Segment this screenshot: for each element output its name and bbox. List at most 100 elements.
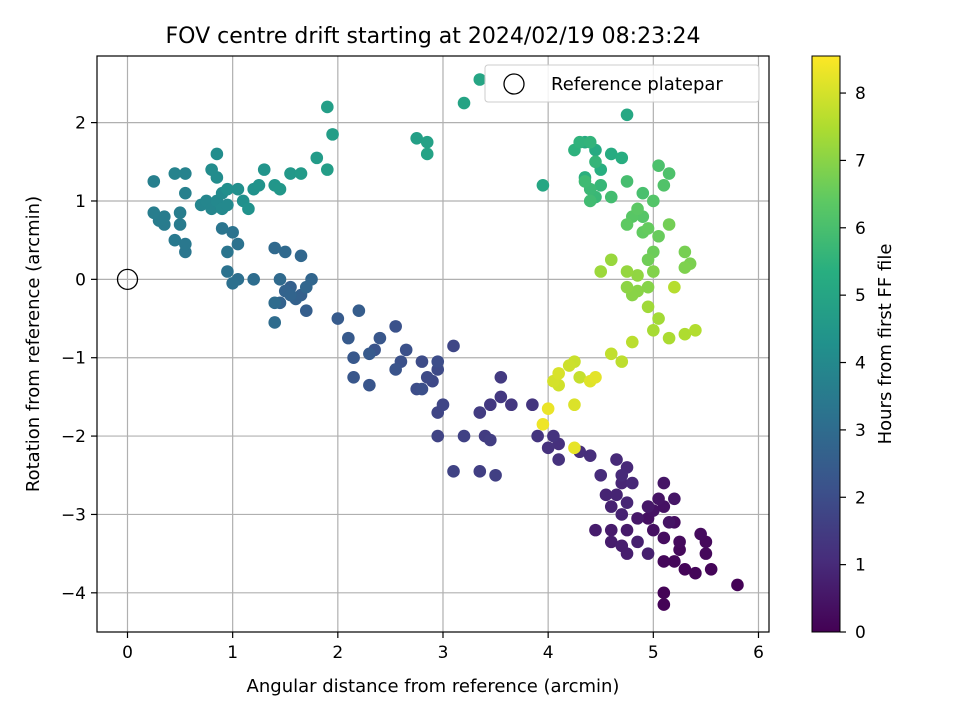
data-point xyxy=(363,378,376,392)
data-point xyxy=(226,276,239,290)
data-point xyxy=(505,398,518,412)
data-point xyxy=(410,131,423,145)
data-point xyxy=(568,398,581,412)
data-point xyxy=(689,566,702,580)
data-point xyxy=(652,229,665,243)
colorbar-label: Hours from first FF file xyxy=(875,244,896,445)
data-point xyxy=(647,265,660,278)
data-point xyxy=(604,253,618,267)
data-point xyxy=(657,586,671,600)
data-point xyxy=(420,147,434,161)
data-point xyxy=(168,233,182,247)
data-point xyxy=(347,371,360,384)
data-point xyxy=(447,465,460,478)
data-point xyxy=(678,261,692,274)
reference-marker-group xyxy=(116,268,139,290)
data-point xyxy=(431,429,445,443)
data-point xyxy=(662,218,676,231)
data-point xyxy=(284,288,297,302)
data-point xyxy=(615,151,629,165)
y-axis-label: Rotation from reference (arcmin) xyxy=(23,196,44,492)
data-point xyxy=(147,175,161,188)
data-point xyxy=(399,343,413,357)
data-point xyxy=(657,531,671,545)
colorbar-tick-label: 5 xyxy=(855,286,866,306)
data-point xyxy=(615,508,629,521)
data-point xyxy=(583,449,597,462)
data-point xyxy=(321,163,334,176)
colorbar: 0 1 2 3 4 5 6 7 8 Hours from first FF file xyxy=(811,55,896,643)
data-point xyxy=(625,476,639,490)
colorbar-gradient xyxy=(811,55,841,633)
data-point xyxy=(678,563,692,576)
data-point xyxy=(547,429,560,443)
data-point xyxy=(604,500,618,513)
data-point xyxy=(494,390,508,404)
data-point xyxy=(541,441,555,455)
data-point xyxy=(662,515,676,529)
y-tick-label: 0 xyxy=(75,270,86,290)
data-point xyxy=(342,331,355,345)
legend-marker-icon xyxy=(503,73,525,95)
data-point xyxy=(573,371,587,384)
data-point xyxy=(610,453,623,466)
data-point xyxy=(615,468,629,482)
data-point xyxy=(615,355,629,368)
data-point xyxy=(641,253,655,267)
data-point xyxy=(552,453,565,466)
data-point xyxy=(173,218,187,231)
data-point xyxy=(205,163,218,176)
data-point xyxy=(583,194,597,208)
data-point xyxy=(221,265,234,278)
data-point xyxy=(389,363,402,376)
y-tick-label: −2 xyxy=(61,427,86,447)
data-point xyxy=(599,488,613,502)
data-point xyxy=(631,202,644,216)
data-point xyxy=(589,155,602,169)
data-point xyxy=(668,492,681,506)
y-axis-ticks: −4 −3 −2 −1 0 1 2 xyxy=(61,114,97,604)
data-point xyxy=(604,147,618,161)
data-point xyxy=(331,312,345,325)
data-point xyxy=(573,135,587,149)
data-point xyxy=(620,547,634,560)
data-point xyxy=(373,331,387,345)
data-point xyxy=(647,523,660,537)
colorbar-tick-label: 1 xyxy=(855,556,866,576)
data-point xyxy=(252,179,266,192)
data-point xyxy=(473,465,487,478)
data-point xyxy=(326,128,339,141)
data-point xyxy=(662,167,676,180)
data-point xyxy=(268,241,282,255)
data-point xyxy=(420,371,434,384)
data-point xyxy=(594,468,608,482)
y-tick-label: 1 xyxy=(75,192,86,212)
data-point xyxy=(294,167,308,180)
data-point xyxy=(610,488,623,502)
data-point xyxy=(620,175,634,188)
data-point xyxy=(604,347,618,361)
data-point xyxy=(620,265,634,278)
data-point xyxy=(147,206,161,220)
data-point xyxy=(568,441,581,455)
data-point xyxy=(631,512,644,525)
data-point xyxy=(694,527,707,541)
data-point xyxy=(647,323,660,337)
data-point xyxy=(689,323,702,337)
data-point xyxy=(221,245,234,259)
data-point xyxy=(620,218,634,231)
data-point xyxy=(604,535,618,549)
data-point xyxy=(257,163,271,176)
data-point xyxy=(668,555,681,568)
data-point xyxy=(604,190,618,204)
data-point xyxy=(247,273,260,286)
colorbar-tick-label: 7 xyxy=(855,151,866,171)
data-point xyxy=(526,398,539,412)
data-point xyxy=(310,151,324,165)
data-point xyxy=(489,468,502,482)
data-point xyxy=(699,547,713,560)
data-point xyxy=(278,245,292,259)
data-points xyxy=(147,73,744,611)
colorbar-tick-label: 8 xyxy=(855,84,866,104)
